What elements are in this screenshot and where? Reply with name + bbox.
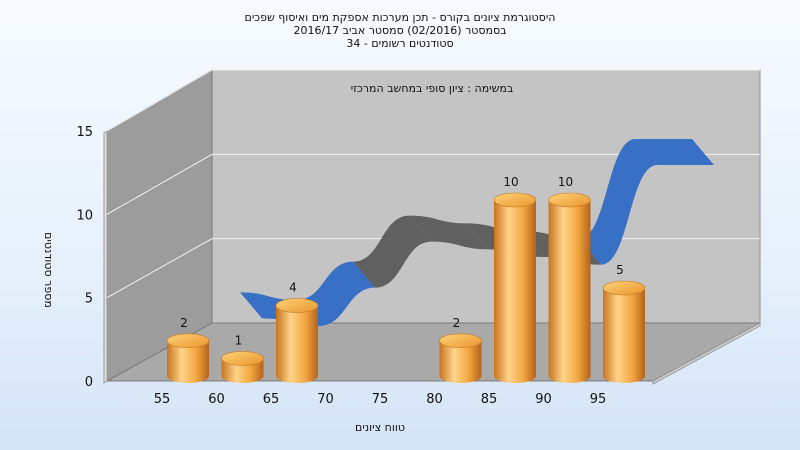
ribbon-segment	[579, 139, 658, 265]
bar-body	[603, 288, 645, 383]
gridline-left-10	[106, 153, 213, 215]
y-axis-title: מספר סטודנטים	[42, 232, 55, 308]
x-tick-label: 75	[372, 392, 389, 407]
bar-data-label: 5	[616, 263, 624, 277]
y-tick-label: 10	[76, 208, 93, 223]
x-tick-label: 95	[590, 392, 607, 407]
x-tick-label: 85	[481, 392, 498, 407]
ribbon-segment	[635, 139, 714, 165]
y-tick-label: 15	[76, 125, 93, 140]
gridline-left-5	[106, 238, 213, 299]
bar-top	[439, 333, 482, 349]
bar-body	[276, 305, 318, 383]
floor-edge	[652, 322, 761, 385]
bar-data-label: 1	[235, 333, 243, 347]
bar-data-label: 10	[558, 175, 573, 189]
bar-top	[548, 192, 591, 208]
x-tick-label: 80	[426, 392, 443, 407]
y-tick-label: 5	[85, 292, 93, 307]
bar-body	[494, 200, 536, 383]
bar-data-label: 2	[453, 316, 461, 330]
x-tick-label: 60	[208, 392, 225, 407]
bar-body	[167, 340, 209, 383]
plot-walls	[103, 69, 761, 385]
bar-95: 5	[602, 263, 646, 383]
chart-title-line-3: סטודנטים רשומים - 34	[346, 37, 453, 50]
gridline-left-15	[106, 69, 213, 132]
y-tick-label: 0	[85, 375, 93, 390]
bar-80: 2	[439, 316, 482, 383]
bar-data-label: 2	[180, 316, 188, 330]
bar-60: 1	[221, 333, 264, 383]
x-axis-title: טווח ציונים	[355, 421, 405, 434]
bar-data-label: 10	[503, 175, 518, 189]
x-tick-label: 65	[263, 392, 280, 407]
ribbon-segment	[409, 215, 488, 250]
bar-top	[221, 351, 264, 366]
bar-top	[602, 280, 646, 296]
bar-85: 10	[493, 175, 537, 383]
bar-90: 10	[548, 175, 591, 383]
left-wall-edge	[103, 130, 108, 384]
x-axis-ticks: 55 60 65 70 75 80 85 90 95	[154, 392, 607, 407]
x-tick-label: 55	[154, 392, 171, 407]
bar-body	[439, 340, 482, 383]
bar-body	[548, 200, 591, 383]
bar-55: 2	[166, 316, 210, 383]
x-tick-label: 90	[535, 392, 552, 407]
bar-65: 4	[275, 281, 319, 383]
bars: 2 1 4 2 10 10 5	[166, 175, 646, 383]
ribbon-segment	[353, 215, 432, 288]
chart-subtitle: במשימה : ציון סופי במחשב המרכזי	[351, 82, 514, 95]
bar-top	[275, 298, 319, 313]
bar-top	[493, 192, 537, 208]
chart-title-line-2: בסמסטר (02/2016) סמסטר אביב 2016/17	[293, 24, 506, 37]
chart-title: היסטוגרמת ציונים בקורס - תכן מערכות אספק…	[245, 11, 556, 50]
y-axis-ticks: 0 5 10 15	[76, 125, 93, 390]
bar-top	[166, 333, 210, 349]
chart-title-line-1: היסטוגרמת ציונים בקורס - תכן מערכות אספק…	[245, 11, 556, 24]
bar-data-label: 4	[289, 281, 297, 295]
x-tick-label: 70	[317, 392, 334, 407]
